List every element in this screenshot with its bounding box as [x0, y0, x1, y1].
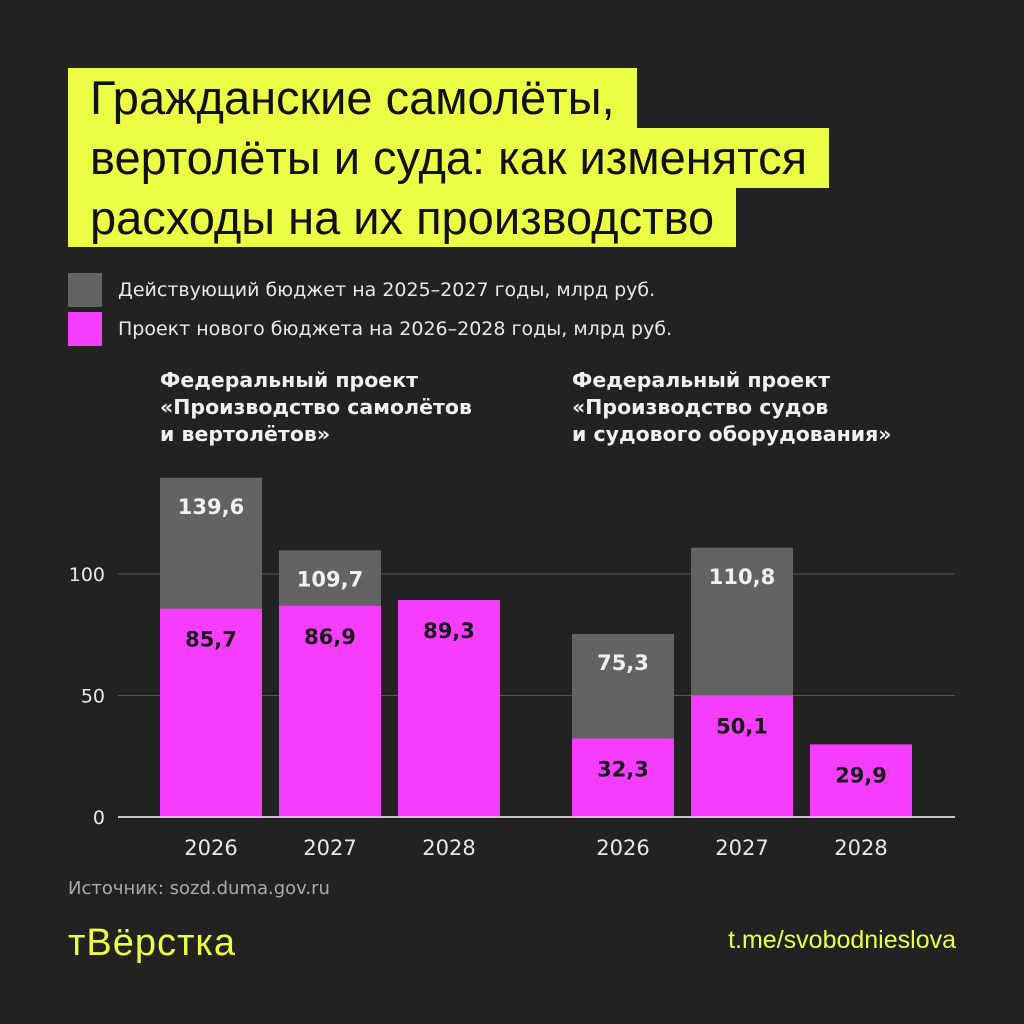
legend-label: Проект нового бюджета на 2026–2028 годы,… [118, 318, 673, 340]
x-tick-label: 2027 [303, 836, 356, 860]
legend-swatch-project [68, 312, 102, 346]
data-label-current: 75,3 [597, 651, 649, 675]
legend-label: Действующий бюджет на 2025–2027 годы, мл… [118, 279, 656, 301]
data-label-project: 29,9 [835, 763, 887, 787]
x-tick-label: 2026 [596, 836, 649, 860]
title-line-1: Гражданские самолёты, [68, 68, 637, 128]
x-tick-label: 2027 [715, 836, 768, 860]
legend-swatch-current [68, 273, 102, 307]
bar-project [398, 600, 500, 817]
x-tick-label: 2028 [422, 836, 475, 860]
data-label-current: 110,8 [709, 565, 775, 589]
title-line-2: вертолёты и суда: как изменятся [68, 128, 830, 188]
data-label-project: 85,7 [185, 628, 237, 652]
logo-verstka: тВёрстка [68, 922, 237, 964]
group-title-line: и судового оборудования» [572, 422, 892, 446]
bar-project [279, 605, 381, 817]
data-label-project: 32,3 [597, 758, 649, 782]
source-note: Источник: sozd.duma.gov.ru [68, 878, 330, 899]
group-title-line: и вертолётов» [160, 422, 331, 446]
legend-item-project: Проект нового бюджета на 2026–2028 годы,… [68, 312, 672, 346]
bar-project [691, 695, 793, 817]
bar-project [810, 744, 912, 817]
group-title-aircraft: Федеральный проект «Производство самолёт… [160, 367, 472, 448]
bar-project [572, 738, 674, 817]
y-tick-label: 100 [69, 564, 105, 586]
x-tick-label: 2028 [834, 836, 887, 860]
telegram-link[interactable]: t.me/svobodnieslova [728, 926, 956, 954]
data-label-project: 86,9 [304, 625, 356, 649]
data-label-current: 139,6 [178, 495, 244, 519]
legend-item-current: Действующий бюджет на 2025–2027 годы, мл… [68, 273, 655, 307]
group-title-ships: Федеральный проект «Производство судов и… [572, 367, 892, 448]
title-line-3: расходы на их производство [68, 188, 737, 247]
y-tick-label: 0 [93, 807, 105, 829]
data-label-current: 109,7 [297, 567, 363, 591]
group-title-line: «Производство самолётов [160, 395, 472, 419]
group-title-line: Федеральный проект [160, 368, 419, 392]
data-label-project: 89,3 [423, 619, 475, 643]
y-tick-label: 50 [81, 686, 105, 708]
group-title-line: «Производство судов [572, 395, 829, 419]
x-tick-label: 2026 [184, 836, 237, 860]
bar-project [160, 608, 262, 817]
data-label-project: 50,1 [716, 714, 768, 738]
group-title-line: Федеральный проект [572, 368, 831, 392]
